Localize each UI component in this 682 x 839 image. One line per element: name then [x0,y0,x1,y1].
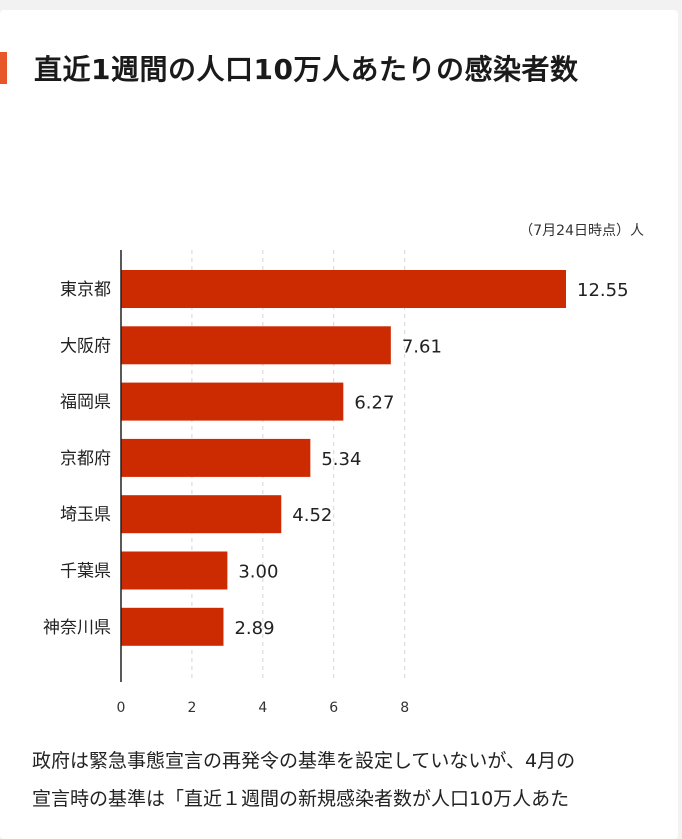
body-line-2: 宣言時の基準は「直近１週間の新規感染者数が人口10万人あた [32,788,570,810]
article-body: 政府は緊急事態宣言の再発令の基準を設定していないが、4月の 宣言時の基準は「直近… [32,742,662,818]
value-label: 5.34 [321,449,361,470]
value-label: 6.27 [354,393,394,414]
category-label: 京都府 [60,449,111,469]
bar [121,607,224,646]
body-line-1: 政府は緊急事態宣言の再発令の基準を設定していないが、4月の [32,750,576,772]
bar [121,382,344,421]
bar-chart: 0 2 4 6 8 東京都 12.55 大阪府 7.61 福岡県 6.27 京都府 5.34 埼玉県 4.5… [43,250,629,716]
chart-note: （7月24日時点）人 [519,223,644,239]
title-accent-bar [0,52,7,84]
x-tick-label: 8 [400,700,409,716]
value-label: 3.00 [238,562,278,583]
x-tick-label: 6 [329,700,338,716]
article-card: 直近1週間の人口10万人あたりの感染者数 （7月24日時点）人 0 2 4 6 8 東京都… [0,10,678,839]
category-label: 神奈川県 [43,618,111,638]
bar [121,326,391,365]
bar [121,438,311,477]
x-tick-label: 4 [258,700,267,716]
category-label: 埼玉県 [60,505,111,525]
category-label: 東京都 [60,280,111,300]
chart-title: 直近1週間の人口10万人あたりの感染者数 [34,53,579,86]
category-label: 大阪府 [60,336,111,356]
bar [121,495,282,534]
x-tick-label: 2 [187,700,196,716]
value-label: 2.89 [234,618,274,639]
value-label: 4.52 [292,505,332,526]
x-tick-label: 0 [117,700,126,716]
value-label: 12.55 [577,280,629,301]
value-label: 7.61 [402,336,442,357]
category-label: 福岡県 [60,393,111,413]
bar [121,270,566,308]
bar [121,551,228,590]
category-label: 千葉県 [60,562,111,582]
